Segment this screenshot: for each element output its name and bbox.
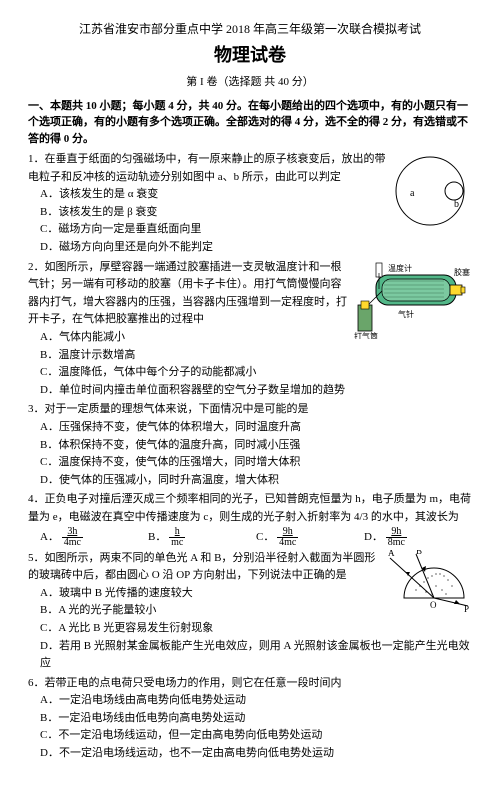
q2-D: D．单位时间内撞击单位面积容器壁的空气分子数呈增加的趋势: [40, 382, 472, 400]
label-cap: 胶塞: [454, 267, 470, 277]
question-1: a b 1．在垂直于纸面的匀强磁场中，有一原来静止的原子核衰变后，放出的带电粒子…: [28, 151, 472, 257]
q6-stem: 6．若带正电的点电荷只受电场力的作用，则它在任意一段时间内: [28, 675, 472, 693]
question-3: 3．对于一定质量的理想气体来说，下面情况中是可能的是 A．压强保持不变，使气体的…: [28, 401, 472, 489]
q4-A: A． 3h4mc: [40, 527, 148, 548]
figure-decay-circles: a b: [394, 151, 472, 229]
q6-B: B．一定沿电场线由低电势向高电势处运动: [40, 710, 472, 728]
label-temp: 温度计: [388, 263, 412, 273]
label-semi-O: O: [430, 600, 437, 610]
header-line3: 第 I 卷（选择题 共 40 分）: [28, 74, 472, 92]
question-6: 6．若带正电的点电荷只受电场力的作用，则它在任意一段时间内 A．一定沿电场线由高…: [28, 675, 472, 763]
label-pin: 气针: [398, 309, 414, 319]
label-semi-P: P: [464, 604, 469, 614]
q2-B: B．温度计示数增高: [40, 347, 472, 365]
q4-B: B． hmc: [148, 527, 256, 548]
q6-C: C．不一定沿电场线运动，但一定由高电势向低电势处运动: [40, 727, 472, 745]
figure-semicircle: A B O P: [386, 550, 472, 614]
instructions: 一、本题共 10 小题；每小题 4 分，共 40 分。在每小题给出的四个选项中，…: [28, 98, 472, 148]
label-pump: 打气筒: [354, 331, 378, 339]
q5-C: C．A 光比 B 光更容易发生衍射现象: [40, 620, 472, 638]
q4-C: C． 9h4mc: [256, 527, 364, 548]
q4-stem: 4．正负电子对撞后湮灭成三个频率相同的光子，已知普朗克恒量为 h，电子质量为 m…: [28, 491, 472, 526]
label-a: a: [410, 188, 415, 199]
question-5: A B O P 5．如图所示，两束不同的单色光 A 和 B，分别沿半径射入截面为…: [28, 550, 472, 673]
q3-D: D．使气体的压强减小，同时升高温度，增大体积: [40, 472, 472, 490]
figure-cylinder: 温度计 胶塞 打气筒 气针: [354, 261, 472, 339]
q1-D: D．磁场方向向里还是向外不能判定: [40, 239, 472, 257]
label-semi-A: A: [388, 550, 395, 558]
q3-C: C．温度保持不变，使气体的压强增大，同时增大体积: [40, 454, 472, 472]
q6-A: A．一定沿电场线由高电势向低电势处运动: [40, 692, 472, 710]
q2-C: C．温度降低，气体中每个分子的动能都减小: [40, 364, 472, 382]
question-2: 温度计 胶塞 打气筒 气针 2．如图所示，厚壁容器一端通过胶塞插进一支灵敏温度计…: [28, 259, 472, 400]
q5-D: D．若用 B 光照射某金属板能产生光电效应，则用 A 光照射该金属板也一定能产生…: [40, 638, 472, 673]
q3-stem: 3．对于一定质量的理想气体来说，下面情况中是可能的是: [28, 401, 472, 419]
label-b: b: [454, 199, 459, 210]
header-line1: 江苏省淮安市部分重点中学 2018 年高三年级第一次联合模拟考试: [28, 20, 472, 39]
header-line2: 物理试卷: [28, 41, 472, 70]
q6-D: D．不一定沿电场线运动，也不一定由高电势向低电势处运动: [40, 745, 472, 763]
q4-D: D． 9h8mc: [364, 527, 472, 548]
label-semi-B: B: [416, 550, 422, 556]
q3-B: B．体积保持不变，使气体的温度升高，同时减小压强: [40, 437, 472, 455]
q3-A: A．压强保持不变，使气体的体积增大，同时温度升高: [40, 419, 472, 437]
question-4: 4．正负电子对撞后湮灭成三个频率相同的光子，已知普朗克恒量为 h，电子质量为 m…: [28, 491, 472, 547]
